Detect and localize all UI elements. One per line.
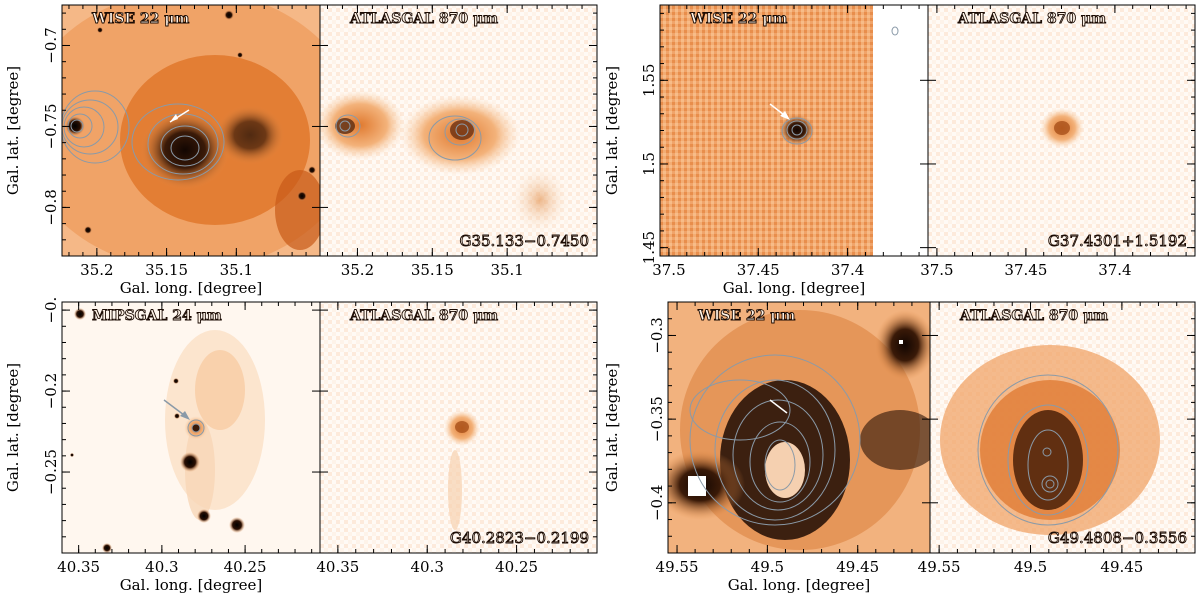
x-tick-label: 37.4 (1098, 261, 1131, 279)
source-name: G40.2823−0.2199 (450, 529, 589, 547)
x-tick-label: 40.25 (224, 558, 267, 576)
x-axis-title: Gal. long. [degree] (728, 576, 871, 594)
panel-submm-3 (320, 302, 597, 553)
x-tick-label: 35.1 (490, 261, 523, 279)
y-tick-label: −0.4 (648, 485, 666, 521)
x-tick-label: 35.1 (220, 261, 253, 279)
x-tick-label: 40.3 (145, 558, 178, 576)
y-tick-label: −0.7 (42, 27, 60, 63)
y-axis-title: Gal. lat. [degree] (603, 66, 621, 195)
x-tick-label: 40.35 (57, 558, 100, 576)
x-tick-label: 37.5 (920, 261, 953, 279)
panel-ir-4 (668, 302, 930, 553)
y-tick-label: −0.35 (648, 396, 666, 442)
y-tick-label: −0. (42, 297, 60, 324)
panel-band-label: WISE 22 μm (697, 308, 796, 324)
y-tick-label: −0.3 (648, 317, 666, 353)
panel-band-label: ATLASGAL 870 μm (959, 308, 1108, 324)
x-tick-label: 49.5 (1014, 558, 1047, 576)
x-tick-label: 37.5 (652, 261, 685, 279)
y-axis-title: Gal. lat. [degree] (4, 363, 22, 492)
x-tick-label: 40.35 (316, 558, 359, 576)
y-axis-title: Gal. lat. [degree] (603, 363, 621, 492)
panel-ir-1 (62, 5, 320, 256)
panel-frame-right (319, 301, 598, 554)
panel-band-label: ATLASGAL 870 μm (349, 11, 498, 27)
x-tick-label: 37.4 (831, 261, 864, 279)
x-tick-label: 37.45 (737, 261, 780, 279)
panel-band-label: WISE 22 μm (91, 11, 190, 27)
x-tick-label: 35.2 (80, 261, 113, 279)
panel-frame-right (319, 4, 598, 257)
x-tick-label: 35.15 (411, 261, 454, 279)
y-tick-label: −0.8 (42, 189, 60, 225)
panel-band-label: MIPSGAL 24 μm (92, 308, 222, 324)
x-tick-label: 40.25 (495, 558, 538, 576)
x-tick-label: 49.45 (836, 558, 879, 576)
x-tick-label: 35.2 (341, 261, 374, 279)
source-name: G49.4808−0.3556 (1048, 529, 1187, 547)
y-tick-label: −0.2 (42, 373, 60, 409)
y-tick-label: −0.25 (42, 449, 60, 495)
y-tick-label: −0.75 (42, 103, 60, 149)
panel-frame-right (929, 301, 1196, 554)
x-tick-label: 49.55 (918, 558, 961, 576)
panel-band-label: ATLASGAL 870 μm (349, 308, 498, 324)
x-axis-title: Gal. long. [degree] (723, 279, 866, 297)
y-tick-label: 1.45 (640, 231, 658, 264)
x-tick-label: 49.5 (751, 558, 784, 576)
panel-ir-2 (660, 5, 928, 256)
x-tick-label: 49.45 (1100, 558, 1143, 576)
panel-ir-3 (62, 302, 320, 553)
x-tick-label: 49.55 (656, 558, 699, 576)
source-name: G35.133−0.7450 (459, 232, 589, 250)
panel-band-label: WISE 22 μm (689, 11, 788, 27)
x-tick-label: 37.45 (1004, 261, 1047, 279)
x-tick-label: 40.3 (411, 558, 444, 576)
panel-submm-2 (928, 5, 1195, 256)
panel-submm-1 (320, 5, 597, 256)
x-tick-label: 35.15 (145, 261, 188, 279)
x-axis-title: Gal. long. [degree] (120, 279, 263, 297)
y-axis-title: Gal. lat. [degree] (4, 66, 22, 195)
source-name: G37.4301+1.5192 (1048, 232, 1187, 250)
panel-band-label: ATLASGAL 870 μm (957, 11, 1106, 27)
y-tick-label: 1.55 (640, 64, 658, 97)
panel-submm-4 (930, 302, 1195, 553)
y-tick-label: 1.5 (640, 152, 658, 176)
x-axis-title: Gal. long. [degree] (120, 576, 263, 594)
